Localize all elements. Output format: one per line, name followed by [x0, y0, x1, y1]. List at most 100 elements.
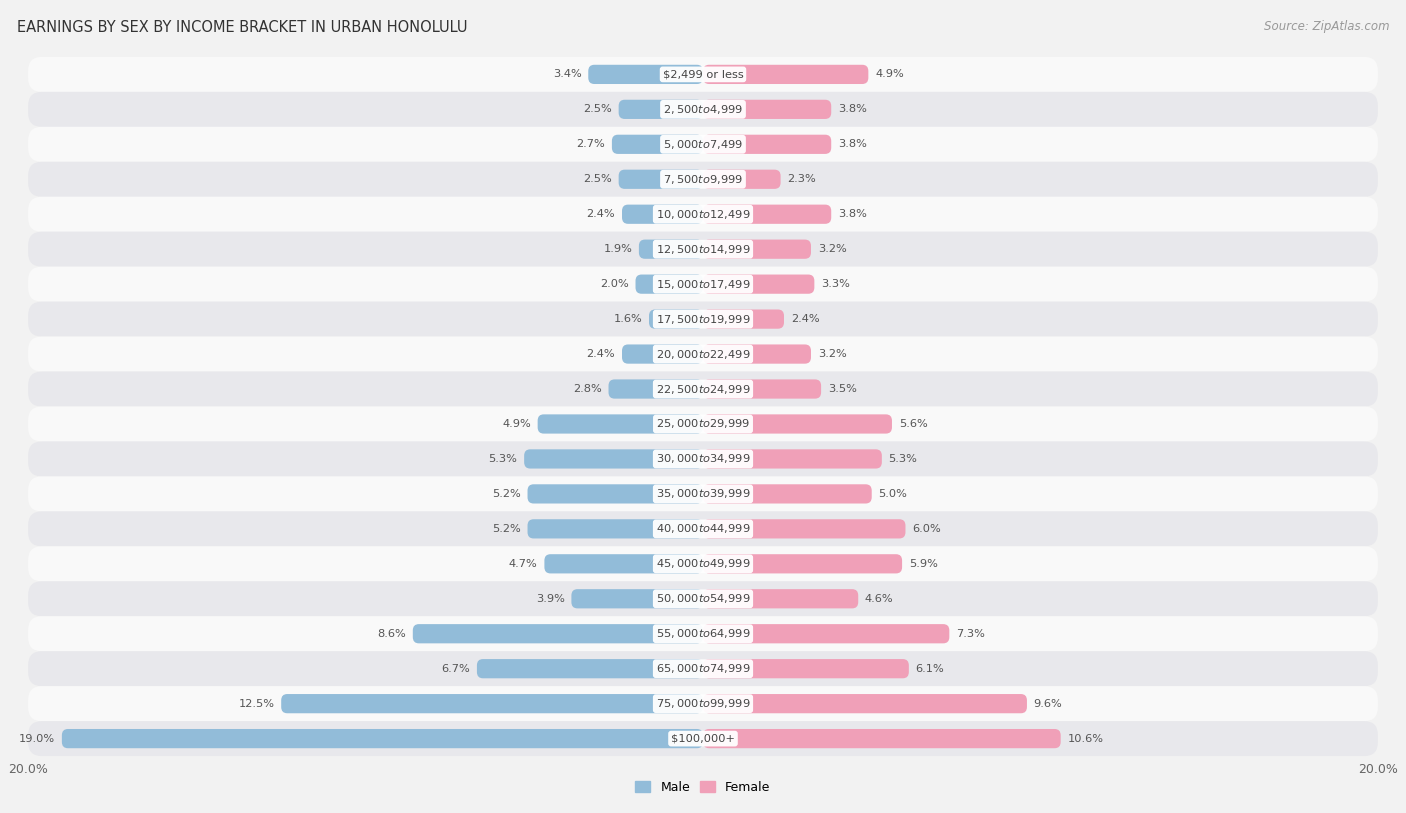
- FancyBboxPatch shape: [638, 240, 703, 259]
- FancyBboxPatch shape: [28, 372, 1378, 406]
- FancyBboxPatch shape: [609, 380, 703, 398]
- Text: $45,000 to $49,999: $45,000 to $49,999: [655, 558, 751, 570]
- Text: 5.3%: 5.3%: [488, 454, 517, 464]
- FancyBboxPatch shape: [703, 520, 905, 538]
- Text: $65,000 to $74,999: $65,000 to $74,999: [655, 663, 751, 675]
- Text: 19.0%: 19.0%: [20, 733, 55, 744]
- Legend: Male, Female: Male, Female: [630, 776, 776, 799]
- Text: 4.9%: 4.9%: [875, 69, 904, 80]
- Text: $15,000 to $17,499: $15,000 to $17,499: [655, 278, 751, 290]
- FancyBboxPatch shape: [537, 415, 703, 433]
- Text: 8.6%: 8.6%: [377, 628, 406, 639]
- FancyBboxPatch shape: [703, 659, 908, 678]
- Text: 2.7%: 2.7%: [576, 139, 605, 150]
- Text: 2.3%: 2.3%: [787, 174, 815, 185]
- Text: 2.4%: 2.4%: [790, 314, 820, 324]
- FancyBboxPatch shape: [703, 100, 831, 119]
- FancyBboxPatch shape: [703, 450, 882, 468]
- FancyBboxPatch shape: [571, 589, 703, 608]
- Text: 1.6%: 1.6%: [613, 314, 643, 324]
- FancyBboxPatch shape: [28, 302, 1378, 337]
- FancyBboxPatch shape: [703, 554, 903, 573]
- Text: 3.8%: 3.8%: [838, 104, 868, 115]
- FancyBboxPatch shape: [28, 232, 1378, 267]
- Text: 4.6%: 4.6%: [865, 593, 894, 604]
- FancyBboxPatch shape: [703, 240, 811, 259]
- FancyBboxPatch shape: [703, 170, 780, 189]
- FancyBboxPatch shape: [28, 127, 1378, 162]
- Text: $22,500 to $24,999: $22,500 to $24,999: [655, 383, 751, 395]
- Text: 5.2%: 5.2%: [492, 524, 520, 534]
- FancyBboxPatch shape: [703, 589, 858, 608]
- Text: $35,000 to $39,999: $35,000 to $39,999: [655, 488, 751, 500]
- FancyBboxPatch shape: [281, 694, 703, 713]
- Text: 1.9%: 1.9%: [603, 244, 633, 254]
- Text: $100,000+: $100,000+: [671, 733, 735, 744]
- Text: 3.4%: 3.4%: [553, 69, 582, 80]
- Text: 2.0%: 2.0%: [600, 279, 628, 289]
- FancyBboxPatch shape: [527, 485, 703, 503]
- Text: 5.6%: 5.6%: [898, 419, 928, 429]
- Text: $10,000 to $12,499: $10,000 to $12,499: [655, 208, 751, 220]
- FancyBboxPatch shape: [527, 520, 703, 538]
- FancyBboxPatch shape: [28, 92, 1378, 127]
- Text: $2,499 or less: $2,499 or less: [662, 69, 744, 80]
- Text: 2.4%: 2.4%: [586, 209, 616, 220]
- Text: $75,000 to $99,999: $75,000 to $99,999: [655, 698, 751, 710]
- FancyBboxPatch shape: [703, 205, 831, 224]
- Text: 2.4%: 2.4%: [586, 349, 616, 359]
- FancyBboxPatch shape: [477, 659, 703, 678]
- FancyBboxPatch shape: [703, 310, 785, 328]
- FancyBboxPatch shape: [588, 65, 703, 84]
- FancyBboxPatch shape: [413, 624, 703, 643]
- Text: 6.7%: 6.7%: [441, 663, 470, 674]
- FancyBboxPatch shape: [621, 205, 703, 224]
- Text: 3.3%: 3.3%: [821, 279, 851, 289]
- FancyBboxPatch shape: [28, 406, 1378, 441]
- FancyBboxPatch shape: [703, 415, 891, 433]
- FancyBboxPatch shape: [703, 135, 831, 154]
- Text: EARNINGS BY SEX BY INCOME BRACKET IN URBAN HONOLULU: EARNINGS BY SEX BY INCOME BRACKET IN URB…: [17, 20, 467, 35]
- Text: 5.2%: 5.2%: [492, 489, 520, 499]
- FancyBboxPatch shape: [703, 380, 821, 398]
- Text: 7.3%: 7.3%: [956, 628, 986, 639]
- FancyBboxPatch shape: [703, 729, 1060, 748]
- Text: 4.7%: 4.7%: [509, 559, 537, 569]
- Text: 6.1%: 6.1%: [915, 663, 945, 674]
- Text: $50,000 to $54,999: $50,000 to $54,999: [655, 593, 751, 605]
- FancyBboxPatch shape: [28, 721, 1378, 756]
- FancyBboxPatch shape: [28, 581, 1378, 616]
- Text: $5,000 to $7,499: $5,000 to $7,499: [664, 138, 742, 150]
- FancyBboxPatch shape: [28, 197, 1378, 232]
- Text: 3.2%: 3.2%: [818, 349, 846, 359]
- FancyBboxPatch shape: [28, 686, 1378, 721]
- Text: 4.9%: 4.9%: [502, 419, 531, 429]
- FancyBboxPatch shape: [703, 624, 949, 643]
- FancyBboxPatch shape: [703, 345, 811, 363]
- Text: $17,500 to $19,999: $17,500 to $19,999: [655, 313, 751, 325]
- FancyBboxPatch shape: [28, 441, 1378, 476]
- FancyBboxPatch shape: [28, 162, 1378, 197]
- Text: $55,000 to $64,999: $55,000 to $64,999: [655, 628, 751, 640]
- FancyBboxPatch shape: [703, 694, 1026, 713]
- Text: $20,000 to $22,499: $20,000 to $22,499: [655, 348, 751, 360]
- FancyBboxPatch shape: [636, 275, 703, 293]
- FancyBboxPatch shape: [28, 546, 1378, 581]
- Text: 3.2%: 3.2%: [818, 244, 846, 254]
- Text: 5.3%: 5.3%: [889, 454, 918, 464]
- Text: 2.5%: 2.5%: [583, 104, 612, 115]
- Text: 5.0%: 5.0%: [879, 489, 907, 499]
- Text: 3.8%: 3.8%: [838, 139, 868, 150]
- Text: 5.9%: 5.9%: [908, 559, 938, 569]
- FancyBboxPatch shape: [62, 729, 703, 748]
- FancyBboxPatch shape: [703, 65, 869, 84]
- FancyBboxPatch shape: [28, 267, 1378, 302]
- Text: $7,500 to $9,999: $7,500 to $9,999: [664, 173, 742, 185]
- Text: $40,000 to $44,999: $40,000 to $44,999: [655, 523, 751, 535]
- Text: 9.6%: 9.6%: [1033, 698, 1063, 709]
- Text: 12.5%: 12.5%: [239, 698, 274, 709]
- Text: 3.8%: 3.8%: [838, 209, 868, 220]
- Text: 2.8%: 2.8%: [574, 384, 602, 394]
- FancyBboxPatch shape: [28, 651, 1378, 686]
- Text: $12,500 to $14,999: $12,500 to $14,999: [655, 243, 751, 255]
